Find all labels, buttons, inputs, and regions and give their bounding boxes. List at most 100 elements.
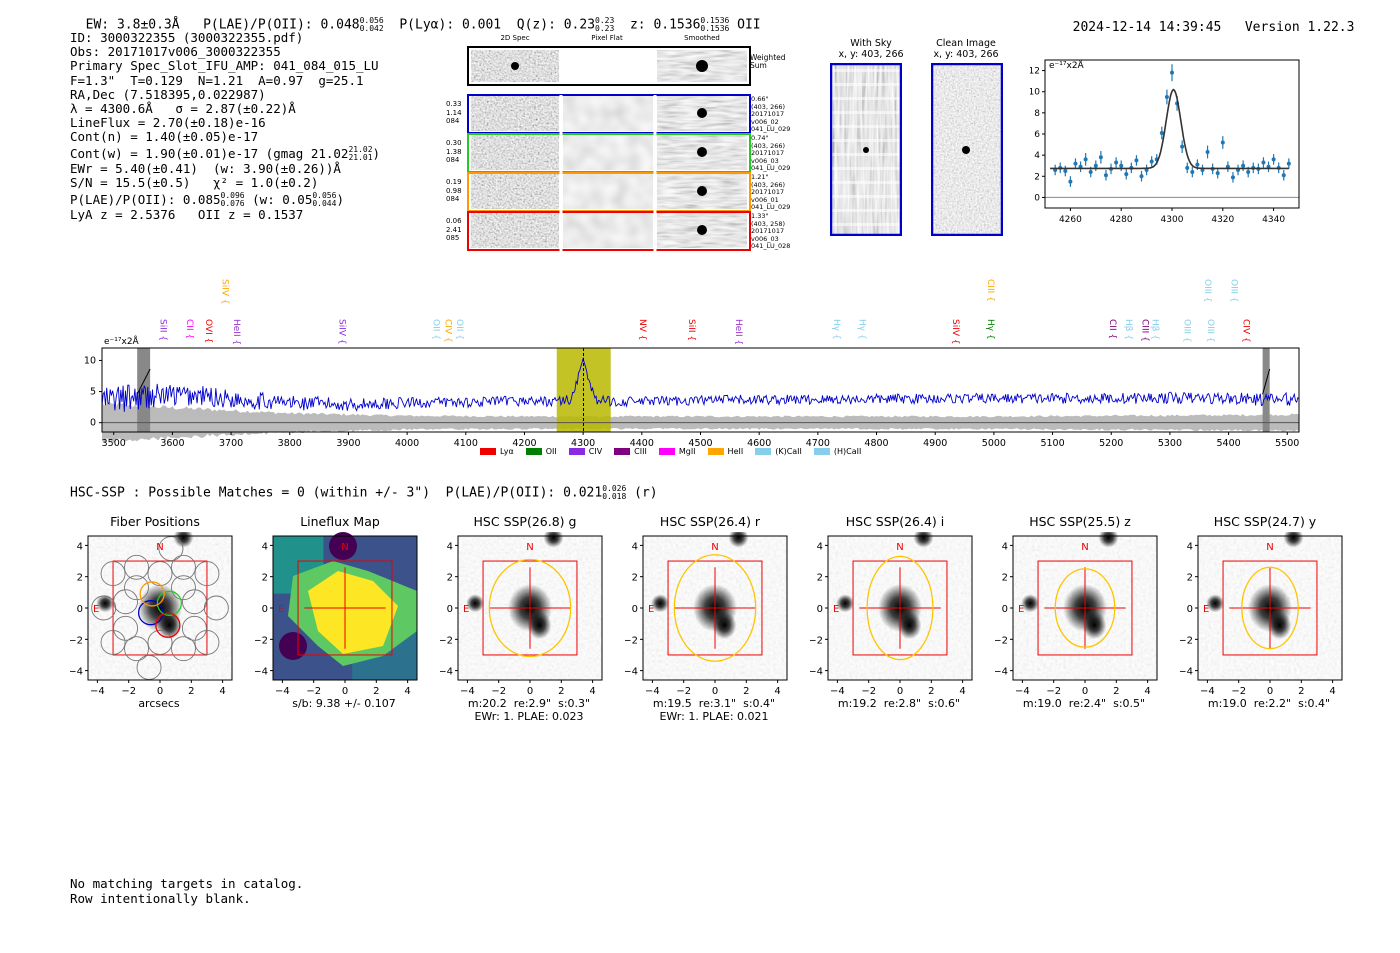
hsc-panel-caption-2: EWr: 1. PLAE: 0.023	[474, 710, 584, 723]
clean-image-xy: x, y: 403, 266	[933, 49, 999, 60]
hsc-panel: HSC SSP(26.4) r N E −4 −2 0 2 4 4 2 0 −2 −4 m:19.5 re…	[625, 512, 795, 723]
fiber-row-right-value: 041_LU_029	[751, 203, 791, 211]
header-ew: EW: 3.8±0.3Å	[85, 17, 180, 33]
hsc-header-hi: 0.026	[602, 484, 627, 493]
hsc-panel-title: HSC SSP(26.4) i	[845, 514, 945, 529]
legend-swatch	[614, 448, 631, 455]
hsc-neighbor-source	[836, 594, 855, 613]
with-sky-title: With Sky x, y: 403, 266	[820, 38, 922, 60]
hsc-panel-title: HSC SSP(26.4) r	[659, 514, 761, 529]
legend-entry: HeII	[707, 447, 744, 456]
zoom-point	[1073, 161, 1078, 166]
spectrum-line-label: OIII {	[1182, 319, 1192, 343]
fiber-row-right-value: (403, 266)	[751, 102, 786, 111]
east-label: E	[1018, 604, 1024, 615]
hsc-xtick-label: 0	[1267, 686, 1273, 697]
hsc-aperture-box	[112, 560, 208, 656]
hsc-xtick-label: 2	[743, 686, 749, 697]
footer-line1: No matching targets in catalog.	[70, 876, 304, 891]
fiber-circle	[124, 554, 149, 580]
fiber-row-right-value: 0.74"	[751, 134, 769, 142]
fiber-circle	[194, 561, 220, 587]
info-lambda: λ = 4300.6Å σ = 2.87(±0.22)Å	[70, 101, 296, 117]
info-plae-w-hi: 0.056	[312, 191, 337, 201]
hsc-ytick-label: 4	[262, 541, 268, 552]
fiber-row-right-label: 1.21" (403, 266) 20171017 v006_01 041_LU_029	[751, 173, 791, 212]
zoom-xtick-label: 4280	[1110, 215, 1133, 225]
legend-swatch	[525, 448, 542, 455]
spectrum-line-label: CII {	[1107, 319, 1117, 339]
north-label: N	[156, 542, 163, 553]
hsc-xtick-label: 4	[1144, 686, 1150, 697]
spectrum-line-label: OII {	[431, 319, 441, 340]
legend-label: HeII	[727, 447, 744, 456]
hsc-aperture-ellipse	[673, 554, 757, 662]
hsc-ytick-label: 0	[632, 604, 638, 615]
spectrum-line-label: OIII {	[1202, 279, 1212, 303]
zoom-ytick-label: 10	[1030, 88, 1040, 98]
lineflux-peak	[308, 571, 398, 654]
spectrum-xtick-label: 4100	[454, 438, 478, 449]
info-id: ID: 3000322355 (3000322355.pdf)	[70, 30, 304, 45]
fiber-circle	[100, 629, 126, 655]
spectrum-xtick-label: 4000	[395, 438, 419, 449]
fiber-row-right-label: 0.66" (403, 266) 20171017 v006_02 041_LU_029	[751, 95, 790, 134]
legend-swatch	[568, 448, 585, 455]
fiber-circle	[113, 615, 139, 641]
zoom-ytick-label: 2	[1034, 172, 1040, 182]
spectrum-line-label: Hβ {	[1149, 319, 1159, 340]
hsc-xtick-label: 2	[1113, 686, 1119, 697]
north-label: N	[1081, 542, 1088, 553]
info-primary: Primary Spec_Slot_IFU_AMP: 041_084_015_L…	[70, 58, 379, 74]
hsc-panel-image: N E −4 −2 0 2 4 4 2 0 −2 −4	[810, 532, 973, 697]
legend-entry: MgII	[658, 447, 696, 456]
hsc-panel-title: HSC SSP(26.8) g	[473, 514, 577, 529]
hsc-xtick-label: 0	[527, 686, 533, 697]
zoom-point	[1139, 174, 1144, 179]
hsc-panel-image: N E −4 −2 0 2 4 4 2 0 −2 −4	[995, 532, 1158, 697]
info-contw: Cont(w) = 1.90(±0.01)e-17 (gmag 21.02 21.…	[70, 145, 380, 163]
hsc-neighbor-source	[1021, 594, 1040, 613]
hsc-xtick-label: −4	[90, 686, 105, 697]
east-label: E	[463, 604, 469, 615]
header-plae: P(LAE)/P(OII): 0.048	[203, 17, 360, 33]
info-contn: Cont(n) = 1.40(±0.05)e-17	[70, 129, 259, 145]
header-z: z: 0.1536	[629, 17, 701, 33]
hsc-aperture-ellipse	[866, 555, 934, 661]
info-contw-hi: 21.02	[348, 145, 373, 155]
info-params: F=1.3" T=0.129 N=1.21 A=0.97 g=25.1	[70, 72, 364, 88]
spectrum-line-label: Hγ {	[857, 319, 867, 340]
hsc-aperture-ellipse	[488, 558, 572, 658]
legend-label: CIII	[634, 447, 647, 456]
primary-fiber-circle	[139, 581, 165, 607]
hsc-panel-title: HSC SSP(25.5) z	[1029, 514, 1131, 529]
fiber-circle	[158, 536, 184, 561]
zoom-ytick-label: 6	[1034, 130, 1040, 140]
hsc-ytick-label: −2	[810, 635, 823, 646]
hsc-ytick-label: 0	[817, 604, 823, 615]
north-label: N	[526, 542, 533, 553]
fiber-row-right-value: 20171017	[751, 227, 785, 235]
spectrum-ylabel: e⁻¹⁷x2Å	[104, 337, 139, 347]
zoom-point	[1190, 170, 1195, 175]
hsc-ytick-label: −2	[995, 635, 1008, 646]
zoom-point	[1164, 95, 1169, 99]
spectrum-xtick-label: 3500	[102, 438, 126, 449]
spectrum-xtick-label: 3700	[219, 438, 243, 449]
info-obs: Obs: 20171017v006_3000322355	[70, 44, 281, 60]
clean-image-title: Clean Image x, y: 403, 266	[916, 38, 1016, 60]
legend-swatch	[658, 448, 675, 455]
hsc-xtick-label: 4	[959, 686, 965, 697]
fiber-row-source	[697, 186, 707, 196]
zoom-point	[1114, 160, 1119, 165]
hsc-ytick-label: −4	[995, 667, 1008, 678]
hsc-ytick-label: −2	[70, 635, 83, 646]
spectrum-xtick-label: 5100	[1040, 438, 1064, 449]
hsc-ytick-label: −4	[440, 667, 453, 678]
hsc-ytick-label: 2	[77, 573, 83, 584]
header-z-hi: 0.1536	[700, 16, 730, 25]
hsc-aperture-box	[482, 560, 578, 656]
fiber-row-right-value: 1.33"	[751, 212, 769, 220]
header-summary: EW: 3.8±0.3Å P(LAE)/P(OII): 0.048 0.056 0.…	[70, 2, 761, 33]
info-lya-z: LyA z = 2.5376 OII z = 0.1537	[70, 207, 304, 223]
